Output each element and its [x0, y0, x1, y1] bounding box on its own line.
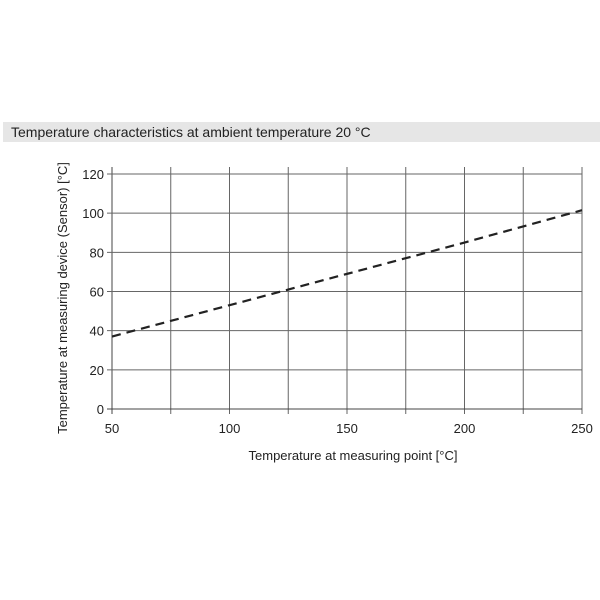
series-line — [111, 209, 583, 338]
x-tick-label: 100 — [219, 421, 241, 436]
x-tick-label: 200 — [454, 421, 476, 436]
y-tick-label: 20 — [90, 363, 104, 378]
y-tick-label: 40 — [90, 324, 104, 339]
y-tick-label: 0 — [97, 402, 104, 417]
y-tick-label: 120 — [82, 167, 104, 182]
chart-title: Temperature characteristics at ambient t… — [11, 124, 371, 140]
y-tick-label: 80 — [90, 245, 104, 260]
x-axis-label: Temperature at measuring point [°C] — [249, 448, 458, 463]
x-tick-label: 50 — [105, 421, 119, 436]
x-tick-label: 250 — [571, 421, 593, 436]
y-tick-label: 100 — [82, 206, 104, 221]
chart-header: Temperature characteristics at ambient t… — [3, 122, 600, 142]
y-axis-label: Temperature at measuring device (Sensor)… — [55, 162, 70, 434]
x-tick-label: 150 — [336, 421, 358, 436]
y-tick-label: 60 — [90, 285, 104, 300]
